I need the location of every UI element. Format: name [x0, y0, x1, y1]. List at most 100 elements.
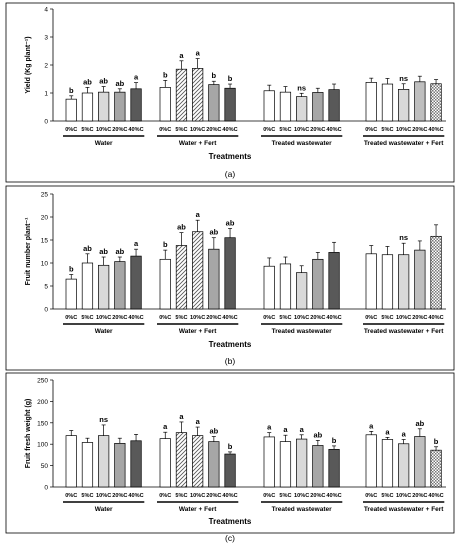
- bar: [175, 432, 188, 488]
- category-label: 20%C: [112, 127, 127, 133]
- category-label: 40%C: [222, 493, 237, 499]
- category-label: 20%C: [112, 315, 127, 321]
- category-label: 20%C: [112, 493, 127, 499]
- category-label: 40%C: [428, 127, 443, 133]
- significance-letter: ab: [226, 219, 235, 228]
- significance-letter: a: [267, 423, 272, 432]
- panel-frame: [5, 2, 455, 183]
- y-axis-title: Fruit fresh weight (g): [25, 399, 32, 469]
- bar: [224, 87, 236, 122]
- y-tick-label: 1: [44, 91, 48, 98]
- bar: [430, 235, 442, 310]
- significance-letter: a: [196, 417, 201, 426]
- category-label: 40%C: [222, 315, 237, 321]
- x-axis-title: Treatments: [209, 152, 252, 161]
- bar: [263, 436, 275, 488]
- category-label: 40%C: [128, 315, 143, 321]
- category-label: 10%C: [190, 315, 205, 321]
- bar: [130, 440, 142, 488]
- significance-letter: ns: [99, 415, 108, 424]
- significance-letter: a: [283, 425, 288, 434]
- category-label: 20%C: [206, 315, 221, 321]
- bar: [263, 90, 275, 122]
- category-label: 10%C: [294, 493, 309, 499]
- category-label: 10%C: [396, 315, 411, 321]
- category-label: 10%C: [294, 127, 309, 133]
- category-label: 20%C: [206, 493, 221, 499]
- significance-letter: b: [212, 71, 217, 80]
- y-tick-label: 0: [44, 485, 48, 492]
- bar: [312, 445, 324, 488]
- significance-letter: b: [163, 70, 168, 79]
- y-tick-label: 100: [37, 442, 48, 449]
- category-label: 40%C: [128, 127, 143, 133]
- bar: [296, 272, 308, 310]
- category-label: 20%C: [310, 315, 325, 321]
- y-tick-label: 0: [44, 119, 48, 126]
- bar: [114, 442, 126, 488]
- significance-letter: ns: [399, 74, 408, 83]
- bar: [365, 253, 377, 310]
- bar: [224, 453, 236, 488]
- y-tick-label: 3: [44, 35, 48, 42]
- category-label: 5%C: [175, 127, 187, 133]
- category-label: 20%C: [310, 493, 325, 499]
- group-label: Water + Fert: [179, 140, 217, 147]
- bar: [159, 258, 171, 310]
- category-label: 5%C: [81, 493, 93, 499]
- significance-letter: a: [402, 429, 407, 438]
- significance-letter: b: [69, 86, 74, 95]
- group-label: Water: [95, 328, 113, 335]
- group-label: Treated wastewater: [272, 506, 332, 513]
- group-label: Water + Fert: [179, 328, 217, 335]
- bar: [65, 435, 77, 488]
- group-label: Treated wastewater + Fert: [364, 140, 444, 147]
- bar: [208, 248, 220, 310]
- category-label: 0%C: [65, 315, 77, 321]
- group-label: Water: [95, 140, 113, 147]
- bar: [159, 438, 171, 488]
- category-label: 40%C: [428, 315, 443, 321]
- bar: [114, 261, 126, 310]
- significance-letter: b: [163, 240, 168, 249]
- y-tick-label: 15: [41, 238, 49, 245]
- y-tick-label: 150: [37, 420, 48, 427]
- bar: [312, 92, 324, 122]
- category-label: 20%C: [412, 127, 427, 133]
- category-label: 5%C: [175, 493, 187, 499]
- bar: [296, 438, 308, 488]
- category-label: 40%C: [326, 493, 341, 499]
- y-tick-label: 10: [41, 261, 49, 268]
- significance-letter: ab: [177, 223, 186, 232]
- category-label: 10%C: [396, 127, 411, 133]
- significance-letter: ns: [297, 83, 306, 92]
- y-tick-label: 0: [44, 307, 48, 314]
- significance-letter: b: [228, 442, 233, 451]
- category-label: 20%C: [310, 127, 325, 133]
- category-label: 0%C: [365, 493, 377, 499]
- bar: [175, 68, 188, 122]
- bar: [381, 254, 394, 310]
- bar: [398, 443, 410, 488]
- bar: [381, 439, 394, 488]
- chart-panel-c: 0 50 100 150 200 250 Fruit fresh weight (g) 0%C…: [5, 372, 455, 543]
- bar: [296, 96, 308, 122]
- significance-letter: ab: [209, 426, 218, 435]
- significance-letter: ab: [83, 244, 92, 253]
- bar: [208, 441, 220, 488]
- x-axis-title: Treatments: [209, 340, 252, 349]
- category-label: 0%C: [263, 315, 275, 321]
- y-tick-label: 20: [41, 215, 49, 222]
- category-label: 10%C: [96, 315, 111, 321]
- significance-letter: ab: [99, 247, 108, 256]
- category-label: 10%C: [294, 315, 309, 321]
- category-label: 10%C: [190, 127, 205, 133]
- category-label: 0%C: [365, 127, 377, 133]
- category-label: 10%C: [190, 493, 205, 499]
- category-label: 0%C: [159, 127, 171, 133]
- significance-letter: a: [134, 239, 139, 248]
- bar: [263, 265, 275, 310]
- bar: [279, 263, 292, 310]
